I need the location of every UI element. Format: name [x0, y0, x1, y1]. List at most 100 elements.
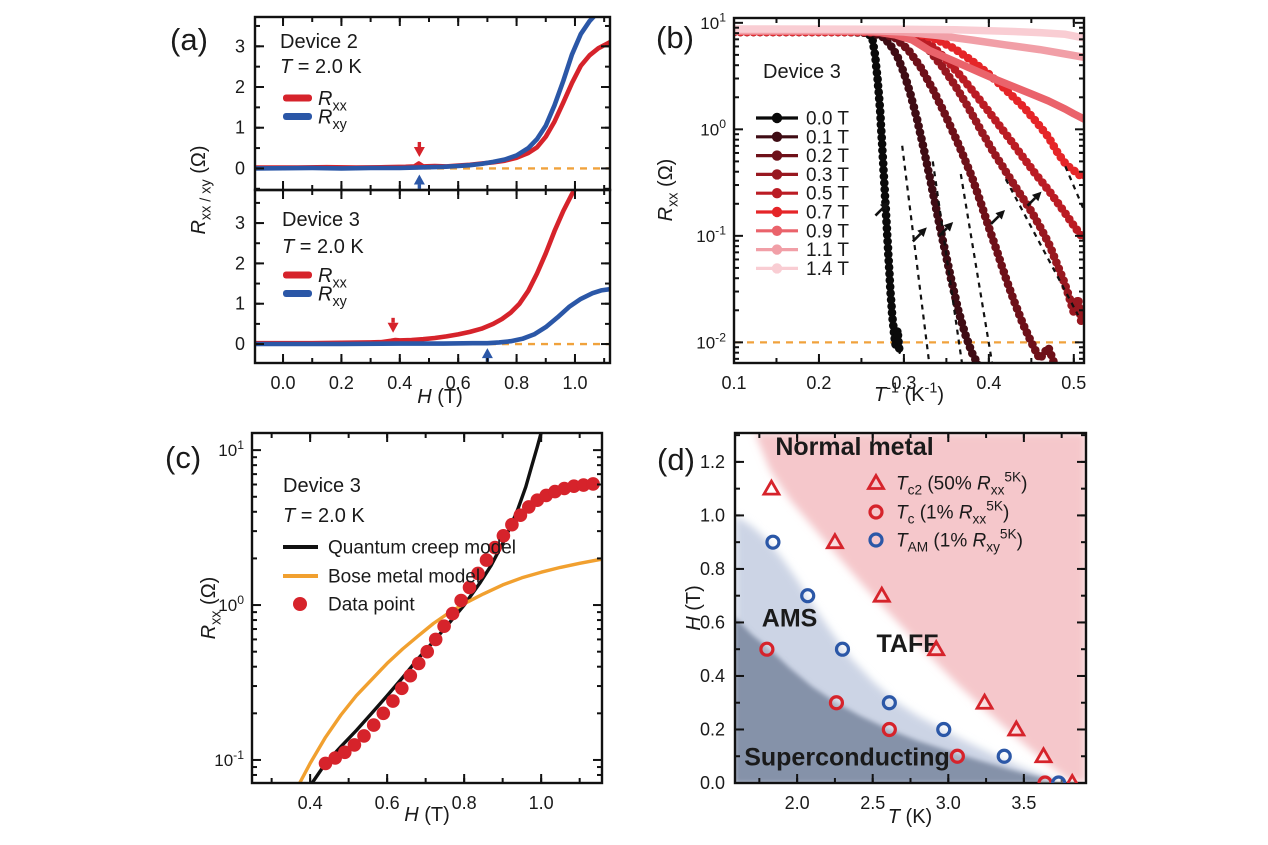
x-tick-label: 0.8 [504, 373, 529, 393]
marker-triangle [974, 692, 995, 710]
x-tick-label: 2.0 [785, 793, 810, 813]
x-tick-label: 0.6 [446, 373, 471, 393]
x-tick-label: 0.6 [375, 793, 400, 813]
x-tick-label: 0.5 [1061, 373, 1086, 393]
data-point [445, 606, 460, 621]
subplot-device-3: 0.0 0.2 0.4 0.6 0.8 1.0 0 1 2 3 Device 3 T = 2.0 K R… [235, 188, 612, 393]
panel-label-a: (a) [170, 22, 208, 57]
legend-label: 1.1 T [806, 240, 849, 261]
y-axis-label: H (T) [683, 585, 705, 631]
legend-marker [771, 131, 783, 142]
legend-marker [771, 244, 783, 255]
legend-label: 0.9 T [806, 221, 849, 242]
device-label: Device 3 [763, 61, 841, 83]
legend-label: Rxx [318, 265, 348, 291]
x-axis-label: T-1 (K-1) [874, 381, 944, 406]
legend-marker [868, 504, 884, 520]
series-group [298, 433, 602, 783]
legend-marker [771, 225, 783, 236]
marker-circle [881, 721, 897, 738]
region-normal-metal [754, 433, 1086, 783]
x-axis-label: T (K) [888, 806, 932, 828]
temperature-label: T = 2.0 K [280, 56, 362, 78]
data-point [479, 553, 494, 567]
y-tick-label: 0.8 [700, 559, 725, 579]
data-point [338, 745, 352, 760]
legend-label: Tc (1% Rxx5K) [896, 499, 1009, 527]
legend-marker [866, 472, 886, 490]
marker-triangle [824, 531, 845, 550]
y-axis-label: Rxx / xy (Ω) [188, 145, 214, 234]
temperature-label: T = 2.0 K [283, 505, 365, 527]
legend-marker [771, 188, 783, 199]
data-point [586, 477, 600, 491]
x-tick-label: 0.1 [721, 373, 746, 393]
curve-1.4T [734, 25, 1084, 42]
arrhenius-fit-line [901, 145, 931, 363]
y-tick-label: 0 [235, 158, 245, 178]
y-tick-label: 2 [235, 253, 245, 273]
marker-circle [996, 748, 1012, 764]
legend-label: 0.5 T [806, 184, 849, 205]
legend-label: 0.7 T [806, 203, 849, 224]
x-tick-label: 0.4 [976, 373, 1001, 393]
legend-marker [771, 263, 783, 274]
arrhenius-fit-line [1064, 165, 1084, 213]
legend-label: 0.2 T [806, 146, 849, 167]
y-tick-label: 3 [235, 213, 245, 233]
legend-marker [771, 206, 783, 218]
legend-label: Quantum creep model [328, 538, 516, 559]
marker-circle [881, 695, 897, 711]
y-tick-label: 1.2 [700, 452, 725, 472]
marker-triangle [761, 478, 782, 496]
x-tick-label: 3.5 [1011, 793, 1036, 813]
data-point [437, 619, 451, 633]
x-axis-label: H (T) [417, 386, 463, 408]
y-axis-label: Rxx (Ω) [655, 159, 681, 222]
data-point [395, 681, 409, 696]
data-point [488, 540, 502, 555]
y-tick-label: 0.2 [700, 719, 725, 739]
data-point [386, 694, 400, 708]
legend-label: Rxy [318, 284, 348, 310]
legend-swatch [283, 113, 312, 120]
legend-label: Tc2 (50% Rxx5K) [896, 470, 1028, 498]
y-tick-label: 0.6 [700, 612, 725, 632]
legend-marker [771, 112, 783, 124]
data-point [454, 593, 468, 608]
legend-marker [771, 169, 783, 180]
legend-marker [293, 597, 307, 611]
marker-triangle [1066, 772, 1079, 783]
y-tick-label: 2 [235, 77, 245, 97]
x-tick-label: 2.5 [860, 793, 885, 813]
marker-circle [949, 748, 965, 764]
y-tick-label: 0 [235, 334, 245, 354]
region-label: AMS [762, 604, 818, 632]
marker-circle [800, 588, 816, 604]
arrhenius-fit-line [931, 161, 964, 363]
y-tick-label: 0.4 [700, 666, 725, 686]
legend-label: 0.3 T [806, 165, 849, 186]
phase-regions [735, 433, 1086, 783]
data-point [471, 566, 485, 581]
x-tick-label: 0.2 [329, 373, 354, 393]
legend-label: 1.4 T [806, 259, 849, 280]
marker-triangle [926, 638, 947, 657]
x-tick-label: 0.4 [387, 373, 412, 393]
series-group [734, 25, 1084, 363]
marker-circle [828, 695, 845, 711]
y-tick-label: 10-1 [696, 224, 726, 246]
data-point [505, 517, 519, 532]
y-tick-label: 3 [235, 36, 245, 56]
x-tick-label: 0.4 [298, 793, 323, 813]
legend-label: Data point [328, 595, 415, 616]
marker-triangle [871, 585, 892, 603]
data-point [420, 644, 435, 659]
marker-triangle [1033, 745, 1054, 764]
y-tick-label: 100 [218, 593, 244, 615]
panel-label-d: (d) [657, 442, 695, 477]
marker-circle [1051, 775, 1067, 783]
data-point [462, 580, 477, 595]
